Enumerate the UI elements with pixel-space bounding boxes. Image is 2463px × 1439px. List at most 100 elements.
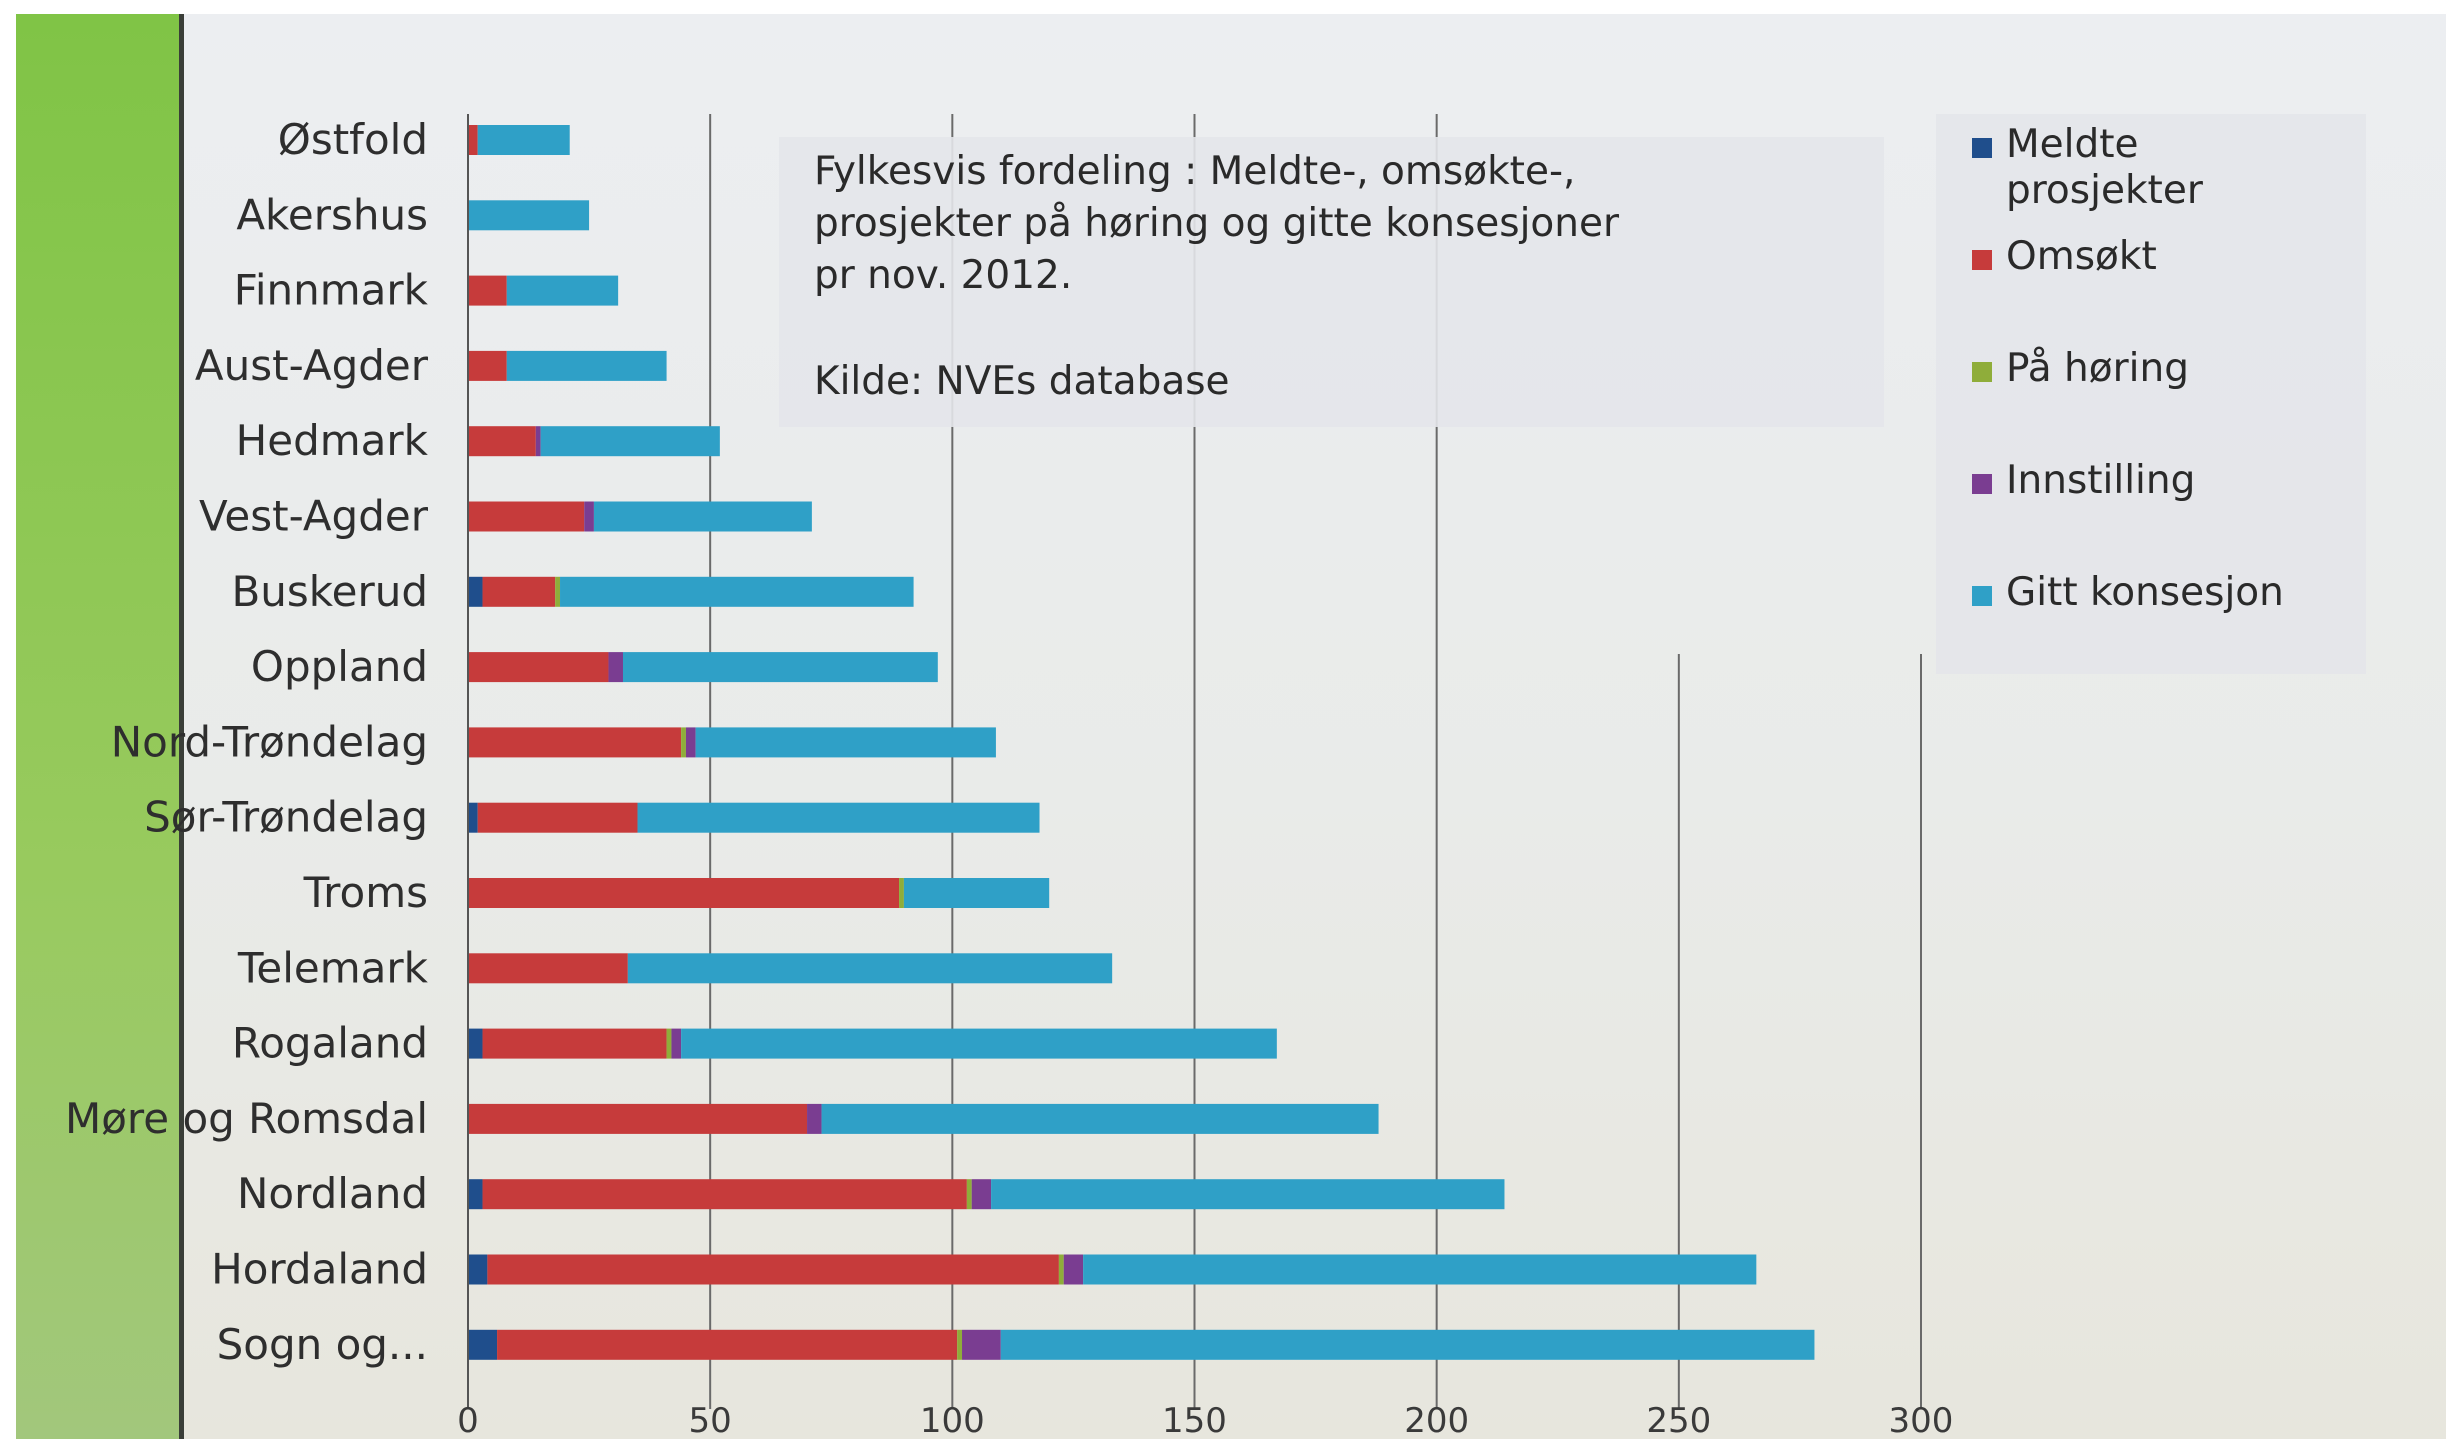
x-tick-label: 100 <box>920 1401 985 1439</box>
bar-segment <box>685 727 696 758</box>
category-label: Nordland <box>237 1169 428 1218</box>
category-label: Telemark <box>237 943 429 992</box>
legend-label: På høring <box>2006 346 2189 391</box>
chart-slide: Østfold Akershus Finnmark Aust-Agder Hedmark… <box>16 14 2446 1439</box>
bar-segment <box>627 953 1113 984</box>
legend: Meldte prosjekter Omsøkt På høring Innstilli… <box>1972 122 2284 615</box>
legend-swatch <box>1972 250 1992 270</box>
bar-segment <box>468 350 507 381</box>
bar-segment <box>468 275 507 306</box>
bar-segment <box>560 576 914 607</box>
category-label: Oppland <box>251 642 428 691</box>
category-labels: Østfold Akershus Finnmark Aust-Agder Hedmark… <box>65 115 429 1369</box>
x-tick-label: 150 <box>1162 1401 1227 1439</box>
chart-title-line: pr nov. 2012. <box>814 253 1072 298</box>
bar-segment <box>555 576 561 607</box>
category-label: Nord-Trøndelag <box>111 717 428 766</box>
x-tick-label: 50 <box>689 1401 732 1439</box>
green-side-band <box>16 14 181 1439</box>
bar-segment <box>482 1179 967 1210</box>
category-label: Rogaland <box>232 1019 428 1068</box>
legend-label: Gitt konsesjon <box>2006 570 2284 615</box>
x-tick-label: 200 <box>1404 1401 1469 1439</box>
x-tick-labels: 0 50 100 150 200 250 300 <box>457 1401 1953 1439</box>
bar-segment <box>497 1329 958 1360</box>
stacked-bar-chart: Østfold Akershus Finnmark Aust-Agder Hedmark… <box>65 114 2366 1439</box>
chart-source: Kilde: NVEs database <box>814 359 1230 404</box>
bar-segment <box>1000 1329 1815 1360</box>
bar-segment <box>957 1329 963 1360</box>
bar-segment <box>971 1179 992 1210</box>
bar-segment <box>584 501 594 532</box>
bar-segment <box>671 1028 682 1059</box>
bar-segment <box>468 1329 498 1360</box>
category-label: Sogn og... <box>217 1320 428 1369</box>
bar-segment <box>468 1179 483 1210</box>
x-tick-label: 0 <box>457 1401 479 1439</box>
category-label: Aust-Agder <box>195 341 429 390</box>
bar-segment <box>991 1179 1505 1210</box>
legend-box <box>1936 114 2366 674</box>
legend-swatch <box>1972 474 1992 494</box>
x-tick-label: 300 <box>1889 1401 1954 1439</box>
bar-segment <box>695 727 996 758</box>
category-label: Buskerud <box>231 567 428 616</box>
chart-title-line: prosjekter på høring og gitte konsesjone… <box>814 201 1620 246</box>
legend-label: Meldte prosjekter <box>2006 122 2204 213</box>
bar-segment <box>482 1028 667 1059</box>
bar-segment <box>903 878 1050 908</box>
bar-segment <box>468 1254 488 1285</box>
category-label: Hedmark <box>236 416 429 465</box>
bar-segment <box>468 953 628 984</box>
legend-swatch <box>1972 138 1992 158</box>
bar-segment <box>593 501 812 532</box>
legend-label: Omsøkt <box>2006 234 2157 279</box>
bar-segment <box>666 1028 672 1059</box>
category-label: Akershus <box>236 190 428 239</box>
category-label: Østfold <box>278 115 428 164</box>
bar-segment <box>468 802 478 833</box>
bar-segment <box>637 802 1040 833</box>
bar-segment <box>468 878 900 908</box>
category-label: Vest-Agder <box>199 492 429 541</box>
chart-title-line: Fylkesvis fordeling : Meldte-, omsøkte-, <box>814 149 1575 194</box>
bar-segment <box>807 1103 822 1134</box>
category-label: Sør-Trøndelag <box>144 793 428 842</box>
bar-segment <box>482 576 556 607</box>
bar-segment <box>1058 1254 1064 1285</box>
bar-segment <box>468 652 609 683</box>
category-label: Troms <box>303 868 428 917</box>
bar-segment <box>468 426 536 457</box>
legend-swatch <box>1972 362 1992 382</box>
category-label: Hordaland <box>211 1245 428 1294</box>
bar-segment <box>506 350 667 381</box>
bar-segment <box>540 426 720 457</box>
bar-segment <box>821 1103 1379 1134</box>
bar-segment <box>477 802 638 833</box>
bar-segment <box>468 125 478 155</box>
bar-segment <box>506 275 619 306</box>
bar-segment <box>962 1329 1001 1360</box>
bar-segment <box>468 1103 808 1134</box>
x-tick-label: 250 <box>1646 1401 1711 1439</box>
category-label: Finnmark <box>234 266 429 315</box>
bar-segment <box>622 652 938 683</box>
bar-segment <box>681 1028 1277 1059</box>
legend-swatch <box>1972 586 1992 606</box>
bar-segment <box>1083 1254 1757 1285</box>
vertical-divider <box>179 14 184 1439</box>
bar-segment <box>608 652 623 683</box>
bar-segment <box>966 1179 972 1210</box>
bars <box>468 125 1815 1360</box>
title-box <box>779 137 1884 427</box>
chart-title: Fylkesvis fordeling : Meldte-, omsøkte-,… <box>814 149 1620 298</box>
legend-label: Innstilling <box>2006 458 2195 503</box>
bar-segment <box>899 878 904 908</box>
bar-segment <box>535 426 541 457</box>
bar-segment <box>468 501 585 532</box>
bar-segment <box>477 125 570 155</box>
bar-segment <box>681 727 686 758</box>
bar-segment <box>468 576 483 607</box>
bar-segment <box>487 1254 1059 1285</box>
category-label: Møre og Romsdal <box>65 1094 428 1143</box>
